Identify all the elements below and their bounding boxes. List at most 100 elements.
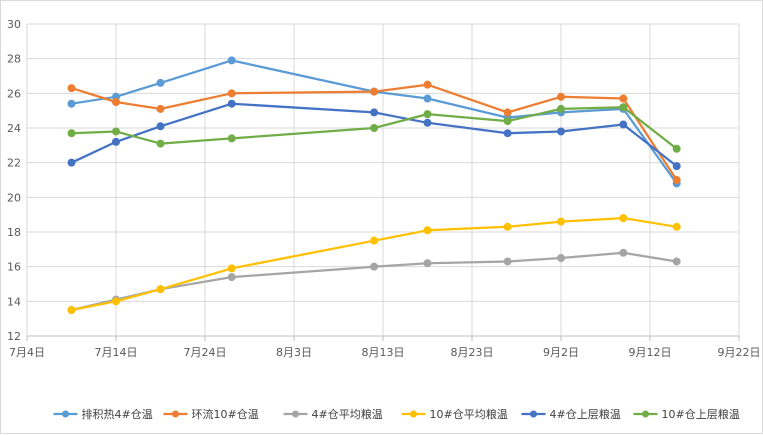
x-tick-label: 7月4日 (9, 346, 45, 359)
gridlines (26, 23, 740, 337)
data-point (423, 110, 432, 119)
legend-marker (62, 410, 69, 418)
data-point (557, 217, 565, 226)
series-1 (67, 56, 681, 188)
data-point (423, 118, 432, 127)
series-line (71, 102, 678, 167)
data-point (112, 297, 120, 306)
data-point (67, 129, 76, 138)
data-point (370, 124, 379, 132)
data-point (503, 129, 512, 138)
y-tick-label: 24 (7, 122, 21, 135)
data-point (156, 285, 165, 294)
series-2 (67, 80, 681, 184)
x-tick-label: 9月2日 (543, 346, 579, 359)
series-line (71, 83, 678, 181)
data-point (227, 264, 236, 273)
series-6 (67, 103, 681, 153)
data-point (112, 98, 120, 106)
y-tick-label: 16 (7, 261, 21, 274)
data-point (423, 94, 432, 103)
y-tick-label: 26 (7, 87, 21, 100)
data-point (619, 103, 628, 112)
legend-item: 排积热4#仓温 (53, 407, 153, 421)
data-point (672, 222, 681, 231)
y-tick-label: 30 (7, 18, 21, 31)
data-point (156, 104, 165, 113)
data-point (423, 226, 432, 235)
series-3 (67, 248, 681, 314)
data-point (370, 262, 379, 271)
data-point (112, 127, 120, 136)
data-point (227, 56, 236, 65)
data-point (227, 134, 236, 143)
y-tick-label: 18 (7, 226, 21, 239)
legend-marker (642, 410, 649, 418)
data-point (672, 144, 681, 153)
data-point (156, 122, 165, 131)
legend-item: 10#仓上层粮温 (633, 407, 740, 421)
legend-item: 4#仓上层粮温 (521, 407, 621, 421)
data-point (370, 87, 379, 96)
data-point (227, 99, 236, 108)
legend-label: 排积热4#仓温 (82, 407, 153, 421)
data-point (619, 248, 628, 257)
data-point (67, 99, 76, 108)
x-tick-label: 7月14日 (95, 346, 138, 359)
legend-label: 10#仓上层粮温 (662, 407, 740, 421)
data-point (619, 94, 628, 103)
data-point (672, 176, 681, 184)
y-tick-label: 14 (7, 295, 21, 308)
legend-label: 4#仓平均粮温 (312, 407, 383, 421)
series-4 (67, 214, 681, 314)
data-point (423, 80, 432, 89)
legend-marker (292, 410, 299, 418)
legend-marker (410, 410, 417, 418)
data-point (672, 162, 681, 171)
data-point (503, 117, 512, 126)
data-point (557, 92, 565, 101)
data-point (227, 273, 236, 282)
data-point (156, 78, 165, 87)
legend-marker (172, 410, 179, 418)
x-tick-label: 9月12日 (629, 346, 672, 359)
series-line (71, 216, 677, 312)
x-tick-label: 8月13日 (362, 346, 405, 359)
legend-item: 4#仓平均粮温 (283, 407, 383, 421)
legend-marker (530, 410, 537, 418)
data-point (370, 236, 379, 245)
data-point (370, 108, 379, 117)
legend: 排积热4#仓温 环流10#仓温 4#仓平均粮温 10#仓平均粮温 4#仓上层粮温 10#仓… (53, 407, 740, 421)
legend-label: 10#仓平均粮温 (430, 407, 508, 421)
data-point (619, 120, 628, 129)
series-line (71, 59, 678, 185)
data-point (156, 139, 165, 148)
series-5 (67, 99, 681, 171)
data-point (503, 108, 512, 117)
data-point (67, 84, 76, 93)
data-point (67, 306, 76, 314)
data-point (557, 104, 565, 113)
axes: 12 14 16 18 20 22 24 26 28 30 7月4日 7月14日 7月24日 8月3日 8月… (7, 18, 761, 359)
y-tick-label: 22 (7, 157, 21, 170)
series-lines (67, 56, 681, 314)
data-point (557, 254, 565, 262)
data-point (503, 222, 512, 231)
y-tick-label: 12 (7, 330, 21, 343)
x-tick-label: 7月24日 (184, 346, 227, 359)
data-point (423, 259, 432, 268)
x-tick-label: 9月22日 (718, 346, 761, 359)
legend-label: 4#仓上层粮温 (550, 407, 621, 421)
data-point (672, 257, 681, 266)
data-point (503, 257, 512, 266)
data-point (557, 127, 565, 136)
x-tick-label: 8月23日 (451, 346, 494, 359)
data-point (227, 89, 236, 98)
data-point (112, 137, 120, 146)
series-line (71, 106, 678, 150)
y-tick-label: 28 (7, 53, 21, 66)
legend-label: 环流10#仓温 (192, 407, 259, 421)
x-tick-label: 8月3日 (276, 346, 312, 359)
